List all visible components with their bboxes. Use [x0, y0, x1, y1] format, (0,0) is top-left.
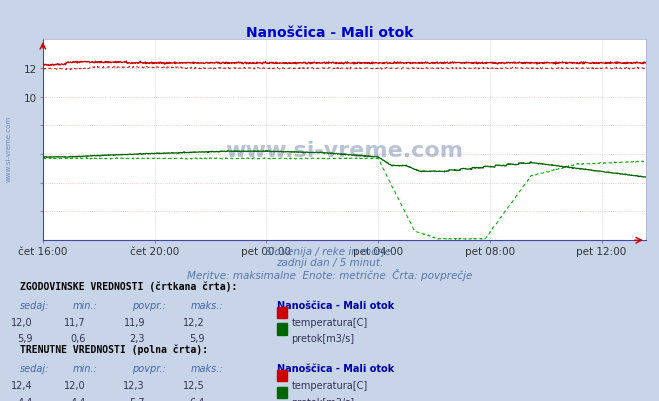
Text: TRENUTNE VREDNOSTI (polna črta):: TRENUTNE VREDNOSTI (polna črta): — [20, 344, 208, 354]
Text: 5,7: 5,7 — [129, 397, 145, 401]
Text: Nanoščica - Mali otok: Nanoščica - Mali otok — [277, 363, 394, 373]
Text: Nanoščica - Mali otok: Nanoščica - Mali otok — [246, 26, 413, 40]
Text: ZGODOVINSKE VREDNOSTI (črtkana črta):: ZGODOVINSKE VREDNOSTI (črtkana črta): — [20, 281, 237, 291]
Text: min.:: min.: — [72, 363, 98, 373]
Text: 12,2: 12,2 — [183, 317, 204, 327]
Text: 2,3: 2,3 — [129, 334, 145, 344]
Text: temperatura[C]: temperatura[C] — [291, 380, 368, 390]
Text: maks.:: maks.: — [191, 300, 224, 310]
Text: 4,4: 4,4 — [18, 397, 33, 401]
Text: temperatura[C]: temperatura[C] — [291, 317, 368, 327]
Text: Nanoščica - Mali otok: Nanoščica - Mali otok — [277, 300, 394, 310]
Text: 5,9: 5,9 — [17, 334, 33, 344]
Text: povpr.:: povpr.: — [132, 300, 165, 310]
Text: 12,5: 12,5 — [183, 380, 204, 390]
Text: pretok[m3/s]: pretok[m3/s] — [291, 334, 355, 344]
Text: sedaj:: sedaj: — [20, 300, 49, 310]
Text: sedaj:: sedaj: — [20, 363, 49, 373]
Text: 11,9: 11,9 — [123, 317, 145, 327]
Text: 6,4: 6,4 — [189, 397, 204, 401]
Text: 12,0: 12,0 — [64, 380, 86, 390]
Text: www.si-vreme.com: www.si-vreme.com — [225, 140, 463, 160]
Text: 12,3: 12,3 — [123, 380, 145, 390]
Text: 12,4: 12,4 — [11, 380, 33, 390]
Text: povpr.:: povpr.: — [132, 363, 165, 373]
Text: 0,6: 0,6 — [71, 334, 86, 344]
Text: min.:: min.: — [72, 300, 98, 310]
Text: 4,4: 4,4 — [71, 397, 86, 401]
Text: 5,9: 5,9 — [188, 334, 204, 344]
Text: Meritve: maksimalne  Enote: metrične  Črta: povprečje: Meritve: maksimalne Enote: metrične Črta… — [186, 268, 473, 280]
Text: zadnji dan / 5 minut.: zadnji dan / 5 minut. — [276, 257, 383, 267]
Text: www.si-vreme.com: www.si-vreme.com — [5, 115, 11, 181]
Text: 12,0: 12,0 — [11, 317, 33, 327]
Text: Slovenija / reke in morje.: Slovenija / reke in morje. — [265, 247, 394, 257]
Text: 11,7: 11,7 — [64, 317, 86, 327]
Text: pretok[m3/s]: pretok[m3/s] — [291, 397, 355, 401]
Text: maks.:: maks.: — [191, 363, 224, 373]
